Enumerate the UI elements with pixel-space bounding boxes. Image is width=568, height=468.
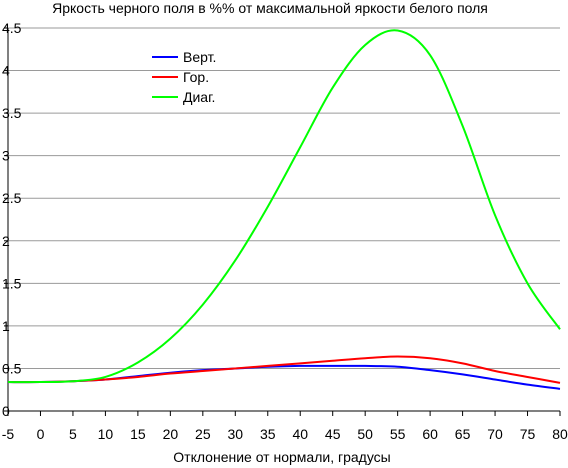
y-tick-label: 3.5 bbox=[2, 105, 22, 121]
y-tick-label: 2.5 bbox=[2, 190, 22, 206]
y-tick-labels: 0 0.5 1 1.5 2 2.5 3 3.5 4 4.5 bbox=[2, 20, 22, 419]
x-tick-label: 80 bbox=[552, 426, 568, 442]
y-tick-label: 3 bbox=[2, 148, 10, 164]
series-line-2 bbox=[7, 355, 561, 384]
x-tick-label: 35 bbox=[260, 426, 276, 442]
y-tick-label: 4 bbox=[2, 63, 10, 79]
x-tick-label: -5 bbox=[2, 426, 15, 442]
x-tick-label: 10 bbox=[98, 426, 114, 442]
series-line-1 bbox=[7, 364, 561, 390]
x-tick-label: 55 bbox=[390, 426, 406, 442]
axes bbox=[4, 27, 561, 416]
legend-label: Верт. bbox=[183, 49, 216, 65]
series-lines bbox=[7, 29, 561, 390]
x-tick-label: 70 bbox=[487, 426, 503, 442]
x-tick-label: 15 bbox=[130, 426, 146, 442]
x-tick-label: 65 bbox=[455, 426, 471, 442]
grid bbox=[8, 27, 560, 369]
x-tick-label: 75 bbox=[520, 426, 536, 442]
x-tick-label: 0 bbox=[37, 426, 45, 442]
chart-title: Яркость черного поля в %% от максимально… bbox=[52, 0, 488, 16]
y-tick-label: 1.5 bbox=[2, 275, 22, 291]
x-axis-label: Отклонение от нормали, градусы bbox=[173, 449, 390, 465]
x-tick-label: 25 bbox=[195, 426, 211, 442]
legend: Верт. Гор. Диаг. bbox=[152, 49, 216, 105]
y-tick-label: 4.5 bbox=[2, 20, 22, 36]
x-tick-label: 20 bbox=[163, 426, 179, 442]
x-tick-label: 60 bbox=[422, 426, 438, 442]
y-tick-label: 0 bbox=[2, 403, 10, 419]
y-tick-label: 0.5 bbox=[2, 360, 22, 376]
legend-label: Гор. bbox=[183, 69, 209, 85]
y-tick-label: 2 bbox=[2, 233, 10, 249]
x-tick-label: 5 bbox=[69, 426, 77, 442]
x-tick-label: 45 bbox=[325, 426, 341, 442]
x-tick-label: 40 bbox=[292, 426, 308, 442]
y-tick-label: 1 bbox=[2, 318, 10, 334]
x-tick-label: 30 bbox=[228, 426, 244, 442]
series-line-3 bbox=[7, 29, 561, 384]
legend-label: Диаг. bbox=[183, 89, 215, 105]
x-tick-labels: -5 0 5 10 15 20 25 30 35 40 45 50 55 60 65 70 75 80 bbox=[2, 426, 568, 442]
x-tick-label: 50 bbox=[357, 426, 373, 442]
